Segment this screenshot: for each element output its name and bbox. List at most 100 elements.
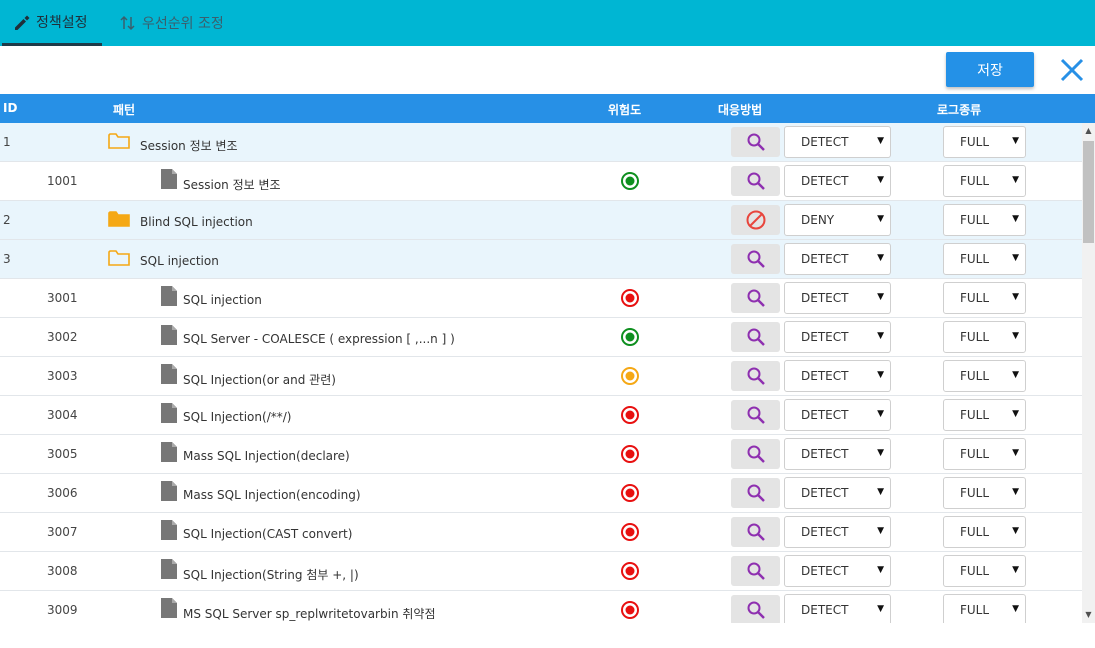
response-select[interactable]: DETECT ▼ <box>784 321 891 353</box>
dropdown-arrow-icon: ▼ <box>877 526 884 536</box>
response-select[interactable]: DETECT ▼ <box>784 516 891 548</box>
row-id: 3009 <box>47 603 78 617</box>
response-value: DETECT <box>801 369 849 383</box>
close-icon[interactable] <box>1058 56 1086 84</box>
log-type-select[interactable]: FULL ▼ <box>943 321 1026 353</box>
response-select[interactable]: DETECT ▼ <box>784 438 891 470</box>
search-icon <box>747 601 765 619</box>
table-row[interactable]: 3008 SQL Injection(String 첨부 +, |) DETEC… <box>0 552 1082 591</box>
scroll-down-arrow-icon[interactable]: ▼ <box>1085 610 1092 619</box>
save-button[interactable]: 저장 <box>946 52 1034 87</box>
response-select[interactable]: DETECT ▼ <box>784 555 891 587</box>
response-select[interactable]: DETECT ▼ <box>784 243 891 275</box>
search-action-button[interactable] <box>731 439 780 469</box>
dropdown-arrow-icon: ▼ <box>877 253 884 263</box>
deny-action-button[interactable] <box>731 205 780 235</box>
search-icon <box>747 328 765 346</box>
log-type-value: FULL <box>960 525 990 539</box>
table-row[interactable]: 3007 SQL Injection(CAST convert) DETECT … <box>0 513 1082 552</box>
table-row[interactable]: 1001 Session 정보 변조 DETECT ▼ FULL ▼ <box>0 162 1082 201</box>
table-row[interactable]: 3003 SQL Injection(or and 관련) DETECT ▼ F… <box>0 357 1082 396</box>
log-type-select[interactable]: FULL ▼ <box>943 516 1026 548</box>
response-value: DETECT <box>801 564 849 578</box>
log-type-select[interactable]: FULL ▼ <box>943 165 1026 197</box>
log-type-select[interactable]: FULL ▼ <box>943 126 1026 158</box>
tab-priority-adjust[interactable]: 우선순위 조정 <box>108 0 234 46</box>
table-row[interactable]: 3004 SQL Injection(/**/) DETECT ▼ FULL ▼ <box>0 396 1082 435</box>
search-action-button[interactable] <box>731 166 780 196</box>
sort-arrows-icon <box>118 13 138 33</box>
search-action-button[interactable] <box>731 595 780 623</box>
dropdown-arrow-icon: ▼ <box>1012 331 1019 341</box>
row-id: 3007 <box>47 525 78 539</box>
table-row[interactable]: 3001 SQL injection DETECT ▼ FULL ▼ <box>0 279 1082 318</box>
response-value: DETECT <box>801 603 849 617</box>
table-row[interactable]: 3009 MS SQL Server sp_replwritetovarbin … <box>0 591 1082 623</box>
response-value: DETECT <box>801 174 849 188</box>
response-select[interactable]: DETECT ▼ <box>784 165 891 197</box>
file-icon <box>160 285 178 307</box>
search-action-button[interactable] <box>731 478 780 508</box>
search-action-button[interactable] <box>731 244 780 274</box>
risk-level-icon <box>620 171 640 191</box>
dropdown-arrow-icon: ▼ <box>1012 253 1019 263</box>
search-action-button[interactable] <box>731 517 780 547</box>
tab-policy-settings[interactable]: 정책설정 <box>2 0 102 46</box>
log-type-value: FULL <box>960 564 990 578</box>
policy-table-body: 1 Session 정보 변조 DETECT ▼ FULL ▼ 1001 Sess… <box>0 123 1082 623</box>
dropdown-arrow-icon: ▼ <box>877 370 884 380</box>
response-select[interactable]: DETECT ▼ <box>784 360 891 392</box>
log-type-select[interactable]: FULL ▼ <box>943 438 1026 470</box>
dropdown-arrow-icon: ▼ <box>877 565 884 575</box>
dropdown-arrow-icon: ▼ <box>877 487 884 497</box>
pattern-name: Mass SQL Injection(declare) <box>183 449 350 463</box>
risk-level-icon <box>620 327 640 347</box>
table-row[interactable]: 3002 SQL Server - COALESCE ( expression … <box>0 318 1082 357</box>
search-action-button[interactable] <box>731 361 780 391</box>
pattern-name: SQL Injection(String 첨부 +, |) <box>183 568 359 582</box>
response-select[interactable]: DETECT ▼ <box>784 399 891 431</box>
response-select[interactable]: DENY ▼ <box>784 204 891 236</box>
group-row[interactable]: 2 Blind SQL injection DENY ▼ FULL ▼ <box>0 201 1082 240</box>
header-log: 로그종류 <box>937 103 982 117</box>
dropdown-arrow-icon: ▼ <box>1012 487 1019 497</box>
dropdown-arrow-icon: ▼ <box>877 214 884 224</box>
response-select[interactable]: DETECT ▼ <box>784 126 891 158</box>
search-action-button[interactable] <box>731 127 780 157</box>
vertical-scrollbar[interactable]: ▲ ▼ <box>1082 123 1095 623</box>
dropdown-arrow-icon: ▼ <box>877 604 884 614</box>
dropdown-arrow-icon: ▼ <box>877 292 884 302</box>
scroll-up-arrow-icon[interactable]: ▲ <box>1085 126 1092 135</box>
table-row[interactable]: 3005 Mass SQL Injection(declare) DETECT … <box>0 435 1082 474</box>
log-type-select[interactable]: FULL ▼ <box>943 204 1026 236</box>
group-row[interactable]: 1 Session 정보 변조 DETECT ▼ FULL ▼ <box>0 123 1082 162</box>
risk-level-icon <box>620 600 640 620</box>
search-action-button[interactable] <box>731 283 780 313</box>
log-type-select[interactable]: FULL ▼ <box>943 282 1026 314</box>
response-select[interactable]: DETECT ▼ <box>784 282 891 314</box>
header-risk: 위험도 <box>608 103 642 117</box>
log-type-select[interactable]: FULL ▼ <box>943 399 1026 431</box>
risk-level-icon <box>620 366 640 386</box>
scroll-thumb[interactable] <box>1083 141 1094 243</box>
folder-icon <box>108 249 130 267</box>
log-type-select[interactable]: FULL ▼ <box>943 555 1026 587</box>
search-action-button[interactable] <box>731 556 780 586</box>
log-type-select[interactable]: FULL ▼ <box>943 594 1026 623</box>
table-row[interactable]: 3006 Mass SQL Injection(encoding) DETECT… <box>0 474 1082 513</box>
log-type-select[interactable]: FULL ▼ <box>943 360 1026 392</box>
response-select[interactable]: DETECT ▼ <box>784 477 891 509</box>
search-icon <box>747 406 765 424</box>
pattern-name: SQL Server - COALESCE ( expression [ ,..… <box>183 332 455 346</box>
tab-label: 우선순위 조정 <box>142 16 224 32</box>
log-type-select[interactable]: FULL ▼ <box>943 243 1026 275</box>
search-action-button[interactable] <box>731 400 780 430</box>
search-action-button[interactable] <box>731 322 780 352</box>
search-icon <box>747 445 765 463</box>
log-type-value: FULL <box>960 213 990 227</box>
row-id: 3004 <box>47 408 78 422</box>
dropdown-arrow-icon: ▼ <box>1012 175 1019 185</box>
group-row[interactable]: 3 SQL injection DETECT ▼ FULL ▼ <box>0 240 1082 279</box>
response-select[interactable]: DETECT ▼ <box>784 594 891 623</box>
log-type-select[interactable]: FULL ▼ <box>943 477 1026 509</box>
